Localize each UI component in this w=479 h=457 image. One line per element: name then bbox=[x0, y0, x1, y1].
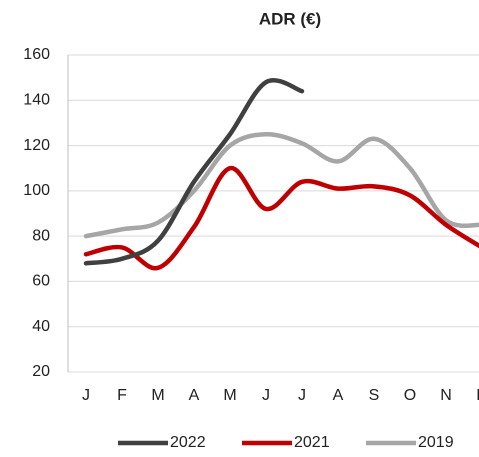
legend-label: 2019 bbox=[418, 434, 454, 451]
legend-label: 2021 bbox=[294, 434, 330, 451]
x-tick-label: M bbox=[223, 387, 236, 404]
x-tick-label: J bbox=[262, 387, 270, 404]
y-tick-label: 100 bbox=[23, 182, 50, 199]
series-line bbox=[83, 131, 479, 239]
x-tick-label: F bbox=[117, 387, 127, 404]
x-tick-label: A bbox=[333, 387, 344, 404]
y-tick-label: 120 bbox=[23, 137, 50, 154]
x-tick-label: J bbox=[82, 387, 90, 404]
y-tick-label: 60 bbox=[32, 273, 50, 290]
x-tick-label: J bbox=[298, 387, 306, 404]
y-tick-label: 20 bbox=[32, 363, 50, 380]
series-line bbox=[83, 78, 305, 266]
y-tick-label: 160 bbox=[23, 46, 50, 63]
x-tick-label: N bbox=[440, 387, 452, 404]
y-tick-label: 80 bbox=[32, 227, 50, 244]
x-tick-label: D bbox=[476, 387, 479, 404]
chart-title: ADR (€) bbox=[259, 9, 321, 28]
series-line bbox=[83, 165, 479, 271]
y-tick-label: 140 bbox=[23, 92, 50, 109]
x-tick-label: M bbox=[151, 387, 164, 404]
legend-label: 2022 bbox=[170, 434, 206, 451]
x-tick-label: O bbox=[404, 387, 416, 404]
y-tick-label: 40 bbox=[32, 318, 50, 335]
x-tick-label: A bbox=[189, 387, 200, 404]
x-tick-label: S bbox=[369, 387, 380, 404]
